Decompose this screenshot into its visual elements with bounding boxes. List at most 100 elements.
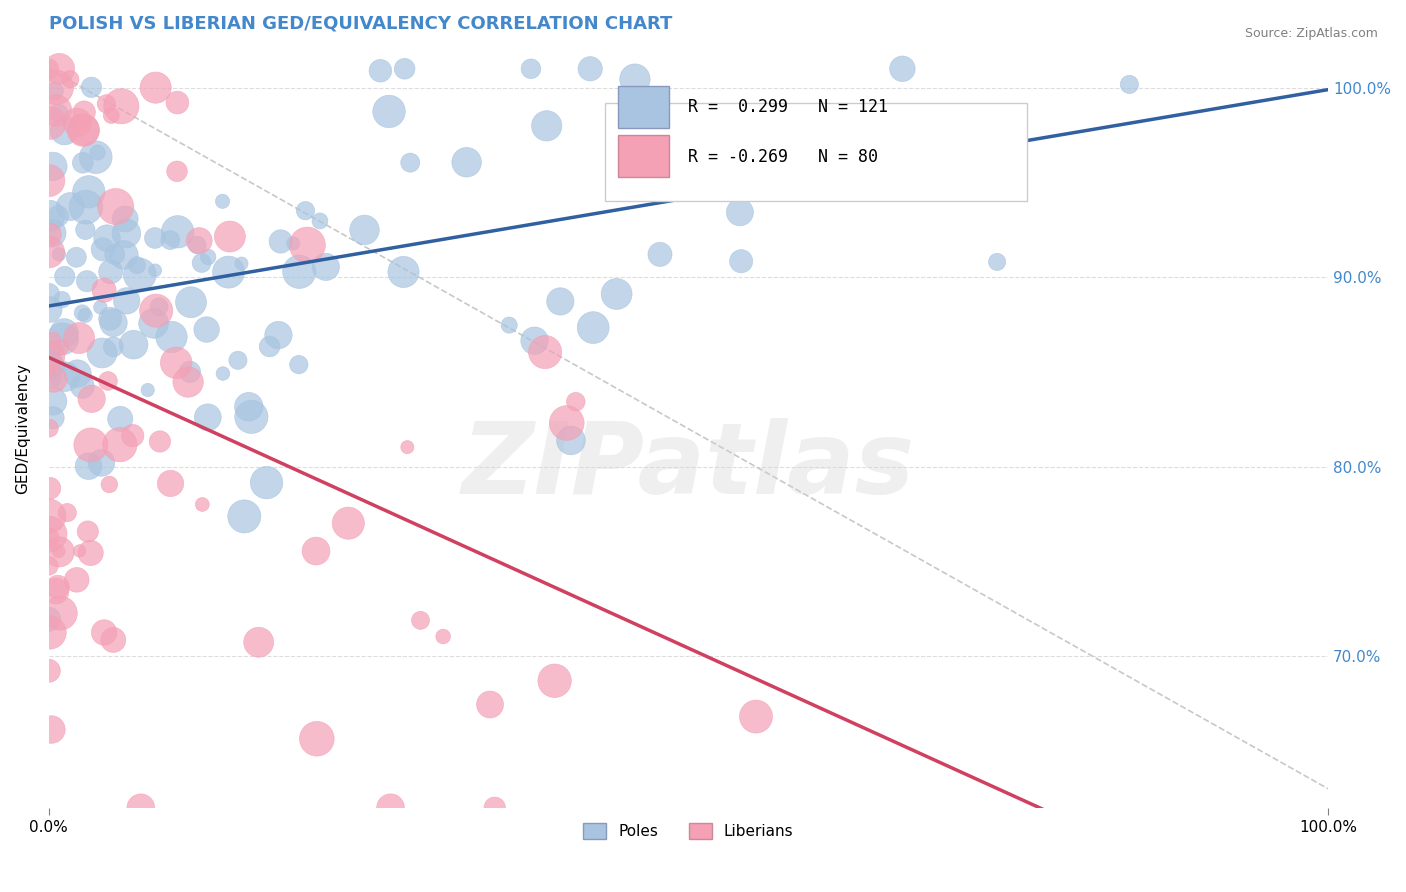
Point: [114, 211, 136, 226]
Point: [98, 477, 121, 491]
Point: [103, 316, 125, 330]
Point: [38, 421, 60, 435]
Point: [536, 119, 558, 133]
Point: [80, 392, 103, 406]
Point: [79, 546, 101, 560]
Point: [73, 105, 96, 120]
Point: [267, 328, 290, 343]
Point: [128, 268, 150, 282]
Point: [145, 80, 167, 95]
Point: [42, 332, 65, 346]
Point: [80, 80, 103, 95]
Point: [745, 709, 768, 723]
Point: [728, 205, 751, 219]
Point: [38, 62, 60, 76]
Point: [370, 63, 392, 78]
Point: [86, 145, 108, 160]
Point: [180, 295, 202, 310]
Point: [212, 367, 235, 381]
Point: [56, 506, 79, 520]
Point: [45, 103, 67, 118]
Point: [288, 358, 311, 372]
Text: R =  0.299   N = 121: R = 0.299 N = 121: [689, 98, 889, 117]
Point: [136, 383, 159, 397]
Legend: Poles, Liberians: Poles, Liberians: [578, 817, 800, 846]
Point: [165, 356, 187, 370]
Point: [166, 95, 188, 110]
Point: [305, 544, 328, 558]
Point: [125, 258, 148, 272]
Point: [711, 177, 734, 191]
Point: [38, 287, 60, 301]
Point: [80, 438, 103, 452]
Point: [520, 62, 543, 76]
Point: [143, 231, 166, 245]
Point: [218, 229, 240, 244]
Point: [72, 306, 94, 320]
Point: [38, 664, 60, 678]
Point: [103, 340, 125, 354]
Point: [66, 115, 89, 129]
Point: [103, 632, 125, 647]
Point: [190, 256, 212, 270]
Point: [73, 122, 96, 136]
Point: [104, 200, 127, 214]
Point: [66, 573, 89, 587]
Point: [38, 173, 60, 187]
Point: [104, 247, 127, 261]
Point: [309, 214, 332, 228]
Point: [186, 238, 208, 252]
Point: [110, 412, 132, 426]
Point: [45, 584, 67, 599]
Point: [479, 698, 502, 712]
Point: [197, 250, 219, 264]
Point: [218, 265, 240, 279]
Point: [72, 379, 94, 393]
Point: [72, 156, 94, 170]
Point: [46, 580, 69, 594]
Y-axis label: GED/Equivalency: GED/Equivalency: [15, 363, 30, 494]
Point: [38, 346, 60, 360]
Point: [84, 150, 107, 164]
Point: [188, 234, 211, 248]
Point: [89, 300, 111, 314]
Point: [75, 223, 97, 237]
Point: [394, 62, 416, 76]
Point: [197, 410, 219, 425]
Point: [38, 245, 60, 260]
Point: [122, 337, 145, 351]
Point: [256, 475, 278, 490]
Point: [110, 99, 132, 113]
Point: [41, 226, 63, 240]
Point: [42, 410, 65, 425]
Point: [689, 170, 711, 185]
Point: [270, 235, 292, 249]
Point: [112, 248, 135, 262]
Point: [148, 300, 170, 314]
Point: [211, 194, 233, 209]
Point: [179, 365, 201, 379]
Point: [730, 254, 752, 268]
Point: [38, 531, 60, 545]
Point: [648, 247, 671, 261]
Point: [624, 72, 647, 87]
Point: [77, 185, 100, 199]
Point: [627, 127, 650, 141]
Text: POLISH VS LIBERIAN GED/EQUIVALENCY CORRELATION CHART: POLISH VS LIBERIAN GED/EQUIVALENCY CORRE…: [49, 15, 672, 33]
Point: [39, 349, 62, 363]
FancyBboxPatch shape: [619, 136, 669, 178]
Point: [905, 128, 928, 142]
Point: [582, 320, 605, 334]
Point: [77, 459, 100, 474]
Point: [38, 558, 60, 573]
Point: [59, 200, 82, 214]
Point: [315, 260, 337, 274]
Point: [38, 362, 60, 376]
Point: [534, 345, 557, 359]
Point: [661, 177, 683, 191]
Point: [97, 374, 120, 388]
Point: [484, 801, 506, 815]
Point: [38, 358, 60, 372]
Point: [48, 247, 70, 261]
Point: [166, 225, 188, 239]
